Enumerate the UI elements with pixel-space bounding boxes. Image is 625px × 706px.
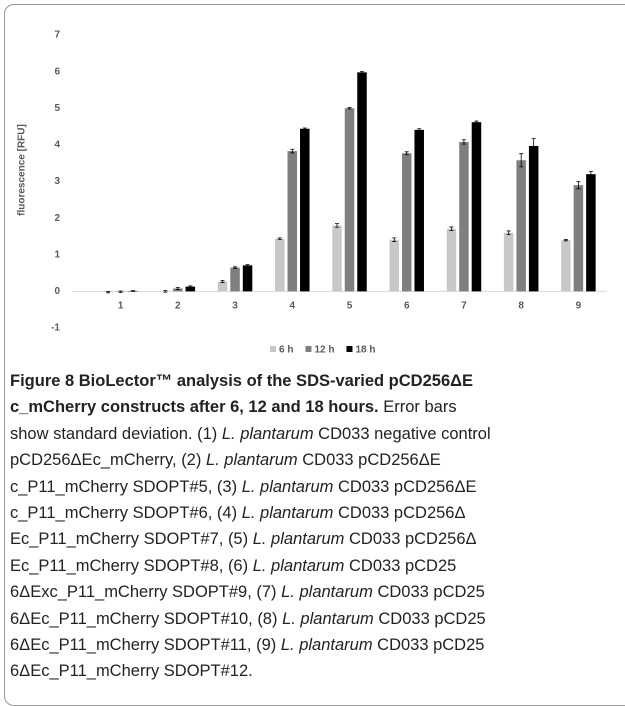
- caption-text: Ec_P11_mCherry SDOPT#8, (6): [10, 557, 253, 575]
- caption-text: CD033 pCD25: [344, 557, 456, 575]
- caption-line: Figure 8 BioLector™ analysis of the SDS-…: [10, 368, 491, 394]
- legend-swatch: [270, 346, 276, 352]
- caption-text: c_P11_mCherry SDOPT#5, (3): [10, 478, 242, 496]
- caption-text: L. plantarum: [242, 504, 334, 522]
- bar: [230, 268, 240, 292]
- caption-text: 6ΔEc_P11_mCherry SDOPT#11, (9): [10, 636, 281, 654]
- y-tick-label: 1: [54, 249, 60, 260]
- caption: Figure 8 BioLector™ analysis of the SDS-…: [10, 368, 491, 685]
- caption-line: Ec_P11_mCherry SDOPT#8, (6) L. plantarum…: [10, 553, 491, 579]
- bar: [516, 160, 526, 291]
- y-tick-label: 0: [54, 286, 60, 297]
- legend-label: 12 h: [314, 345, 334, 356]
- x-tick-label: 3: [232, 301, 238, 312]
- caption-line: 6ΔEc_P11_mCherry SDOPT#12.: [10, 658, 491, 684]
- bar: [300, 129, 310, 292]
- bar: [243, 265, 253, 291]
- y-tick-label: 3: [54, 176, 60, 187]
- bar: [504, 233, 513, 292]
- bar: [275, 239, 285, 292]
- caption-text: L. plantarum: [282, 610, 374, 628]
- caption-text: 6ΔEc_P11_mCherry SDOPT#10, (8): [10, 610, 282, 628]
- x-tick-label: 7: [461, 301, 467, 312]
- bar: [414, 130, 424, 292]
- caption-text: Error bars: [379, 398, 457, 416]
- bar: [345, 108, 355, 291]
- caption-text: Ec_P11_mCherry SDOPT#7, (5): [10, 530, 253, 548]
- y-tick-label: 6: [54, 66, 60, 77]
- bar: [357, 72, 367, 291]
- x-tick-label: 6: [404, 301, 410, 312]
- caption-text: 6ΔEc_P11_mCherry SDOPT#12.: [10, 662, 253, 680]
- y-tick-label: -1: [51, 323, 60, 334]
- page: fluorescence [RFU] -1 0 1 2 3 4 5 6 7 1 2 3 4 5 6 7 8 9 6 …: [0, 0, 625, 690]
- caption-text: CD033 pCD25: [373, 636, 485, 654]
- caption-line: 6ΔExc_P11_mCherry SDOPT#9, (7) L. planta…: [10, 579, 491, 605]
- caption-line: 6ΔEc_P11_mCherry SDOPT#11, (9) L. planta…: [10, 632, 491, 658]
- x-tick-label: 4: [289, 301, 295, 312]
- bar: [447, 229, 457, 292]
- legend-swatch: [305, 346, 311, 352]
- y-tick-label: 2: [54, 213, 60, 224]
- caption-line: 6ΔEc_P11_mCherry SDOPT#10, (8) L. planta…: [10, 606, 491, 632]
- caption-text: L. plantarum: [253, 530, 345, 548]
- caption-text: CD033 pCD256ΔE: [333, 478, 476, 496]
- error-bar: [131, 291, 135, 292]
- caption-line: pCD256ΔEc_mCherry, (2) L. plantarum CD03…: [10, 447, 491, 473]
- bar: [586, 174, 596, 291]
- caption-text: Figure 8 BioLector™ analysis of the SDS-…: [10, 372, 473, 390]
- legend-label: 6 h: [279, 345, 293, 356]
- legend-swatch: [346, 346, 352, 352]
- caption-text: c_P11_mCherry SDOPT#6, (4): [10, 504, 242, 522]
- caption-line: Ec_P11_mCherry SDOPT#7, (5) L. plantarum…: [10, 526, 491, 552]
- caption-text: L. plantarum: [242, 478, 334, 496]
- caption-text: L. plantarum: [281, 636, 373, 654]
- error-bar: [233, 267, 237, 268]
- caption-text: CD033 pCD256Δ: [333, 504, 465, 522]
- caption-text: CD033 pCD256Δ: [344, 530, 476, 548]
- caption-text: CD033 pCD25: [373, 583, 485, 601]
- caption-line: c_P11_mCherry SDOPT#5, (3) L. plantarum …: [10, 474, 491, 500]
- caption-text: L. plantarum: [281, 583, 373, 601]
- caption-line: show standard deviation. (1) L. plantaru…: [10, 421, 491, 447]
- bar: [402, 153, 412, 291]
- error-bar: [474, 121, 478, 123]
- caption-line: c_P11_mCherry SDOPT#6, (4) L. plantarum …: [10, 500, 491, 526]
- x-tick-label: 1: [118, 301, 124, 312]
- bar: [472, 122, 482, 291]
- caption-text: c_mCherry constructs after 6, 12 and 18 …: [10, 398, 379, 416]
- caption-text: CD033 pCD256ΔE: [298, 451, 441, 469]
- y-tick-label: 5: [54, 103, 60, 114]
- caption-text: L. plantarum: [222, 425, 314, 443]
- legend-label: 18 h: [355, 345, 375, 356]
- bar: [529, 146, 539, 291]
- caption-text: L. plantarum: [206, 451, 298, 469]
- caption-text: show standard deviation. (1): [10, 425, 222, 443]
- bar: [574, 185, 584, 291]
- bar: [459, 142, 469, 291]
- y-tick-label: 4: [54, 140, 60, 151]
- chart: fluorescence [RFU] -1 0 1 2 3 4 5 6 7 1 2 3 4 5 6 7 8 9 6 …: [0, 0, 625, 365]
- x-tick-label: 5: [347, 301, 353, 312]
- caption-text: CD033 pCD25: [374, 610, 486, 628]
- caption-line: c_mCherry constructs after 6, 12 and 18 …: [10, 394, 491, 420]
- bar: [561, 240, 571, 291]
- caption-text: CD033 negative control: [314, 425, 491, 443]
- caption-text: 6ΔExc_P11_mCherry SDOPT#9, (7): [10, 583, 281, 601]
- bar: [332, 225, 342, 291]
- x-tick-label: 8: [518, 301, 524, 312]
- bar: [389, 240, 399, 292]
- caption-text: pCD256ΔEc_mCherry, (2): [10, 451, 206, 469]
- x-tick-label: 9: [576, 301, 582, 312]
- bar: [288, 151, 298, 291]
- y-axis-label: fluorescence [RFU]: [17, 124, 28, 216]
- caption-text: L. plantarum: [253, 557, 345, 575]
- x-tick-label: 2: [175, 301, 181, 312]
- y-tick-label: 7: [54, 30, 60, 41]
